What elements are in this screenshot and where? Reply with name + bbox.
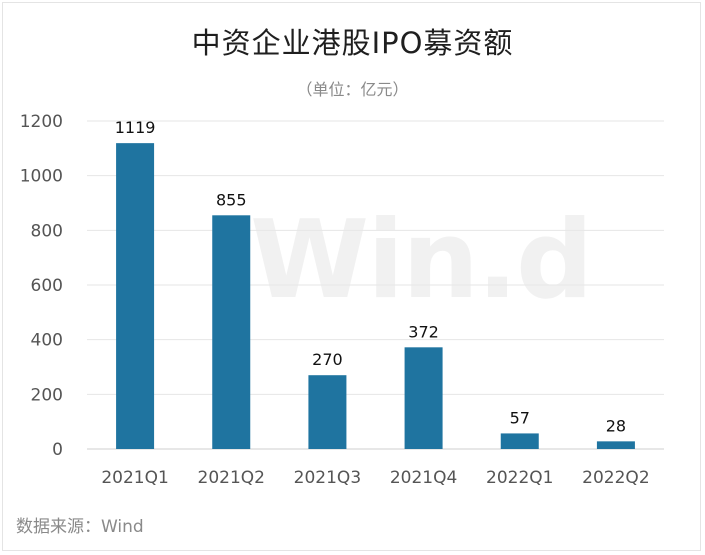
source-note: 数据来源：Wind [16,517,144,537]
bar [596,441,635,449]
x-tick-label: 2021Q2 [198,468,265,488]
bar [212,215,251,449]
bar [116,143,155,449]
data-label: 57 [510,408,530,427]
y-tick-label: 800 [31,221,63,241]
y-tick-label: 400 [31,331,63,351]
chart-subtitle: （单位：亿元） [296,80,409,99]
data-label: 28 [606,416,626,435]
bar [500,433,539,449]
y-tick-label: 1200 [20,112,63,132]
y-tick-label: 200 [31,385,63,405]
data-label: 855 [216,190,247,209]
chart-title: 中资企业港股IPO募资额 [191,26,514,60]
bar [308,375,347,449]
data-label: 270 [312,350,343,369]
watermark-logo: Win.d [250,198,593,323]
y-tick-label: 1000 [20,167,63,187]
x-tick-label: 2021Q1 [101,468,168,488]
y-tick-label: 0 [52,440,63,460]
data-label: 372 [408,322,439,341]
x-tick-label: 2022Q1 [486,468,553,488]
x-tick-label: 2021Q4 [390,468,457,488]
bar [404,347,443,449]
x-tick-label: 2021Q3 [294,468,361,488]
y-tick-label: 600 [31,276,63,296]
data-label: 1119 [115,118,156,137]
x-tick-label: 2022Q2 [582,468,649,488]
